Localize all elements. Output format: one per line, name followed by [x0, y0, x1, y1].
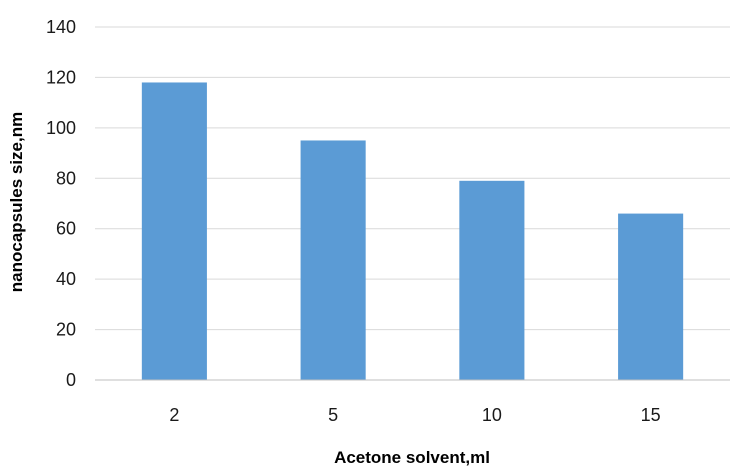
x-tick-labels: 2 5 10 15	[169, 405, 660, 425]
bar-5	[300, 140, 366, 380]
y-tick-label: 0	[66, 370, 76, 390]
bar-10	[459, 180, 525, 380]
x-tick-label: 5	[328, 405, 338, 425]
y-tick-label: 140	[46, 17, 76, 37]
x-tick-label: 2	[169, 405, 179, 425]
y-tick-label: 40	[56, 269, 76, 289]
y-tick-label: 60	[56, 219, 76, 239]
bars	[141, 82, 684, 380]
x-axis-title: Acetone solvent,ml	[334, 448, 490, 467]
bar-15	[618, 213, 684, 380]
y-tick-label: 20	[56, 320, 76, 340]
y-tick-label: 100	[46, 118, 76, 138]
x-tick-label: 10	[482, 405, 502, 425]
x-tick-label: 15	[641, 405, 661, 425]
bar-2	[141, 82, 207, 380]
y-axis-title: nanocapsules size,nm	[7, 112, 26, 292]
y-tick-labels: 0 20 40 60 80 100 120 140	[46, 17, 76, 390]
y-tick-label: 80	[56, 168, 76, 188]
y-tick-label: 120	[46, 67, 76, 87]
